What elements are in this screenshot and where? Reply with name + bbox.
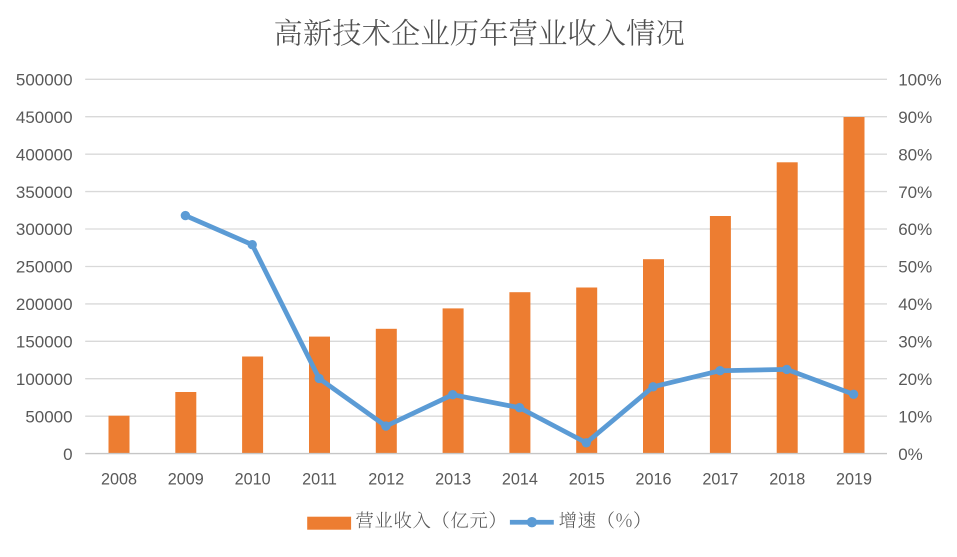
svg-text:100%: 100% bbox=[898, 71, 941, 90]
svg-text:20%: 20% bbox=[898, 370, 932, 389]
svg-text:2017: 2017 bbox=[702, 470, 738, 488]
svg-text:500000: 500000 bbox=[16, 71, 73, 90]
svg-text:150000: 150000 bbox=[16, 333, 73, 352]
svg-text:2010: 2010 bbox=[235, 470, 271, 488]
svg-text:0%: 0% bbox=[898, 445, 923, 464]
svg-text:450000: 450000 bbox=[16, 108, 73, 127]
svg-text:100000: 100000 bbox=[16, 370, 73, 389]
svg-text:400000: 400000 bbox=[16, 145, 73, 164]
svg-text:0: 0 bbox=[63, 445, 72, 464]
svg-text:2018: 2018 bbox=[769, 470, 805, 488]
svg-text:2008: 2008 bbox=[101, 470, 137, 488]
svg-text:50%: 50% bbox=[898, 258, 932, 277]
svg-text:2012: 2012 bbox=[368, 470, 404, 488]
svg-text:2014: 2014 bbox=[502, 470, 538, 488]
svg-text:70%: 70% bbox=[898, 183, 932, 202]
svg-text:2015: 2015 bbox=[569, 470, 605, 488]
svg-text:40%: 40% bbox=[898, 295, 932, 314]
svg-text:10%: 10% bbox=[898, 407, 932, 426]
svg-text:90%: 90% bbox=[898, 108, 932, 127]
svg-text:50000: 50000 bbox=[25, 407, 72, 426]
svg-text:2009: 2009 bbox=[168, 470, 204, 488]
svg-text:300000: 300000 bbox=[16, 220, 73, 239]
svg-text:250000: 250000 bbox=[16, 258, 73, 277]
svg-text:2013: 2013 bbox=[435, 470, 471, 488]
svg-text:2019: 2019 bbox=[836, 470, 872, 488]
svg-text:30%: 30% bbox=[898, 333, 932, 352]
svg-text:2011: 2011 bbox=[302, 470, 337, 488]
svg-text:350000: 350000 bbox=[16, 183, 73, 202]
svg-text:2016: 2016 bbox=[635, 470, 671, 488]
svg-text:60%: 60% bbox=[898, 220, 932, 239]
svg-text:200000: 200000 bbox=[16, 295, 73, 314]
svg-text:80%: 80% bbox=[898, 145, 932, 164]
